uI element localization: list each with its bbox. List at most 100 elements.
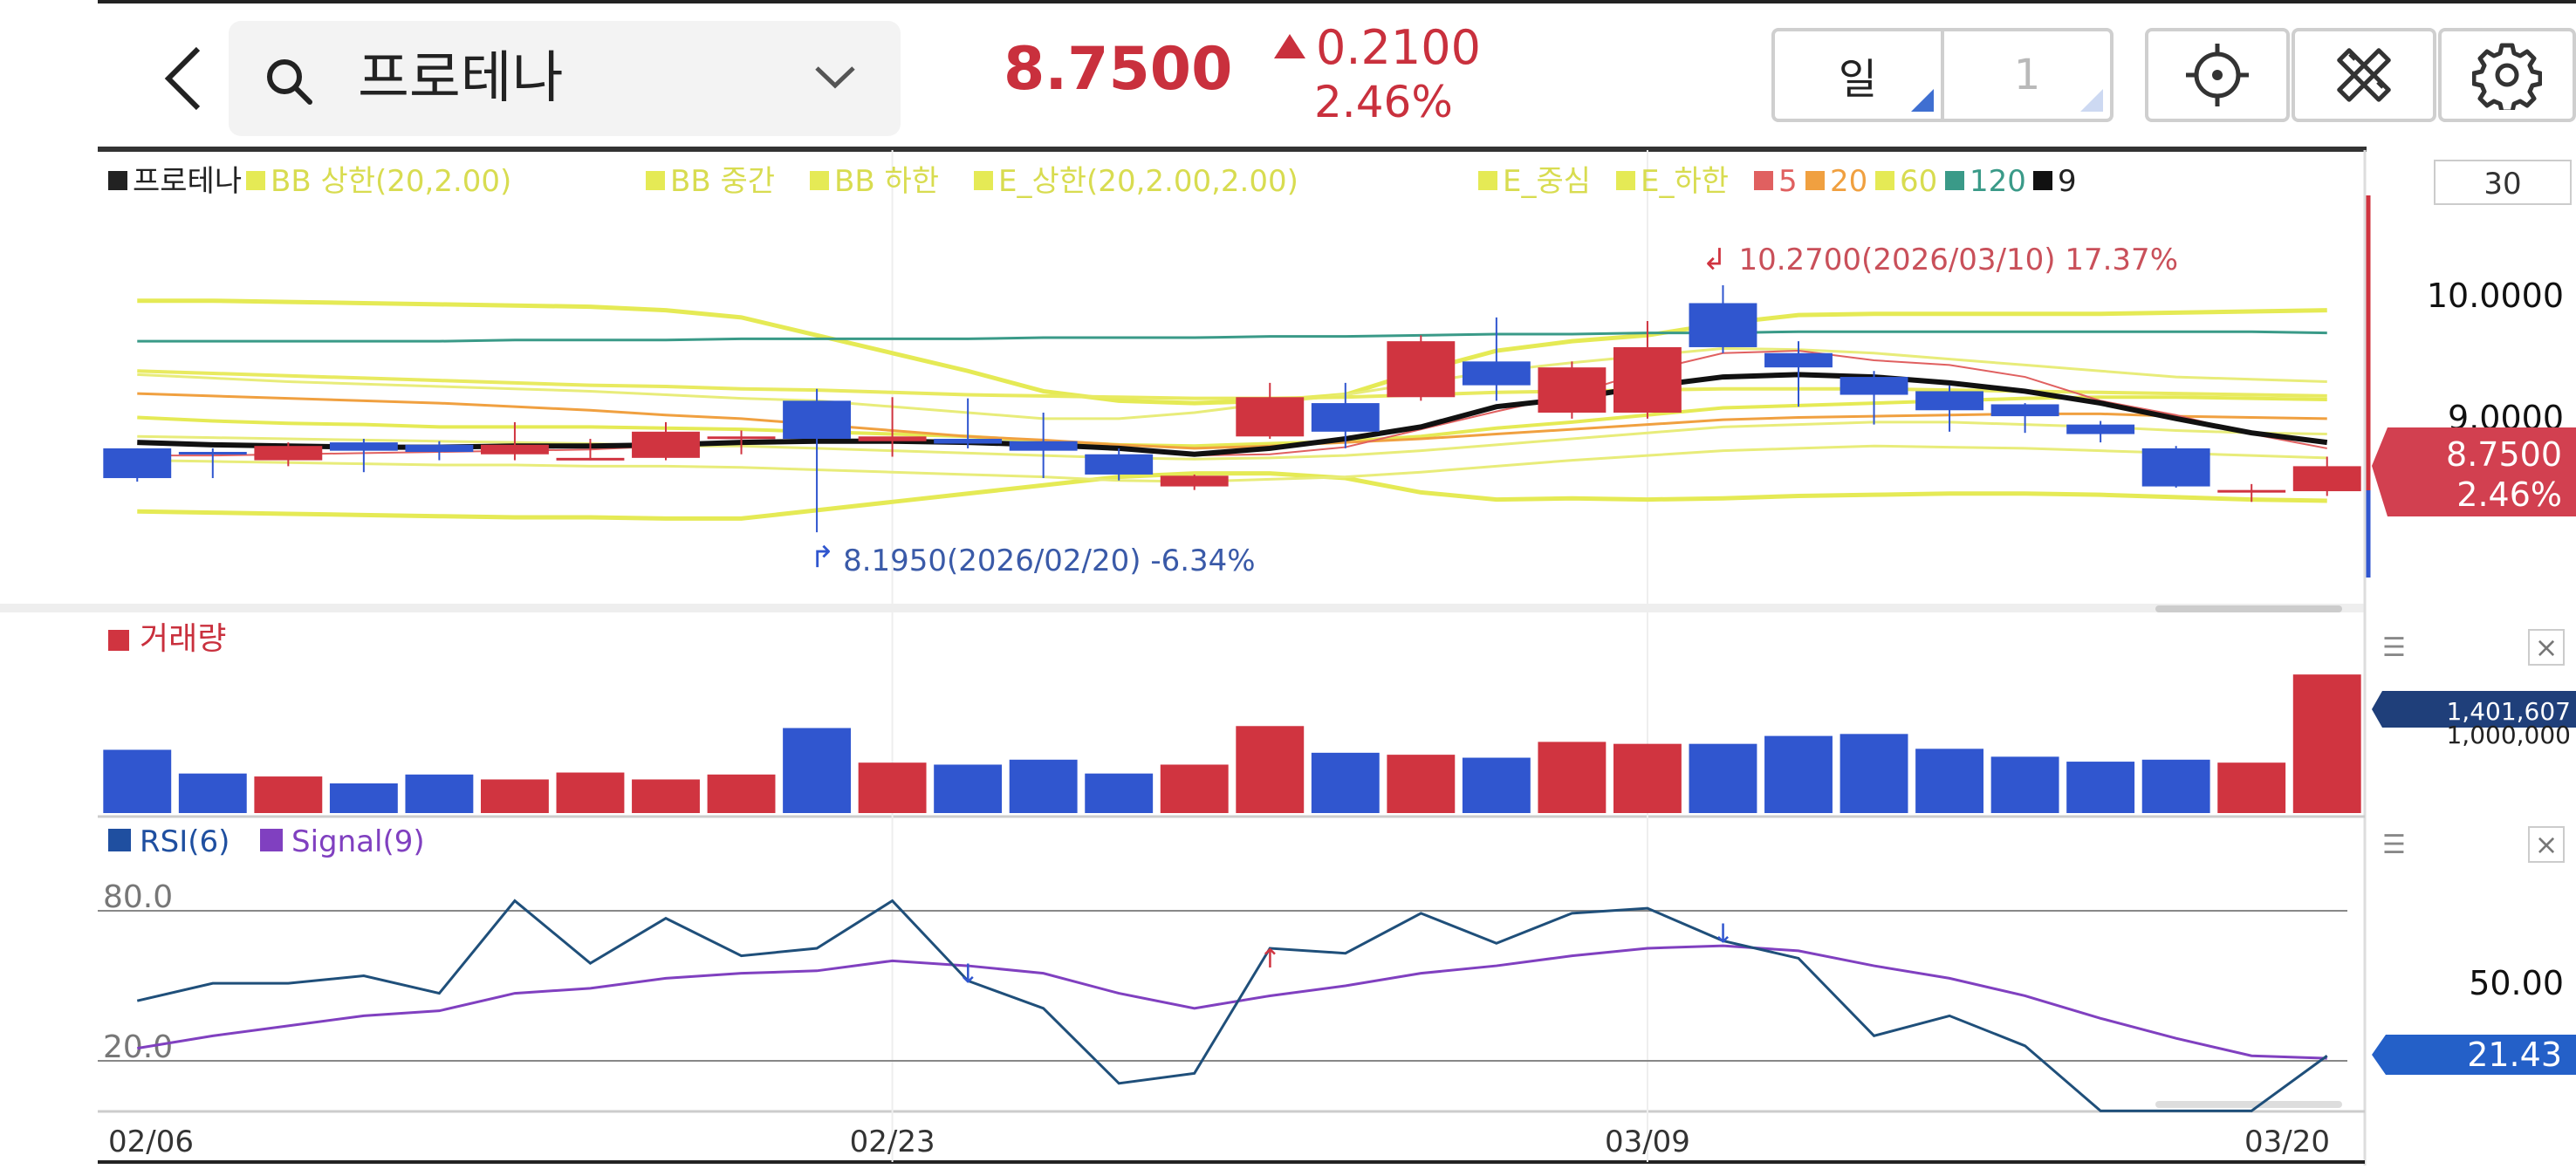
candle-body bbox=[178, 452, 247, 455]
legend-label: 9 bbox=[2058, 164, 2077, 199]
legend-label: 20 bbox=[1830, 164, 1867, 199]
candle-body bbox=[707, 436, 776, 440]
overlay-line-bb-lower bbox=[137, 471, 2327, 521]
volume-bar bbox=[1840, 734, 1908, 813]
change-value: 0.2100 bbox=[1316, 20, 1481, 75]
x-axis-label: 03/20 bbox=[2244, 1125, 2330, 1159]
period-value-label: 1 bbox=[2013, 51, 2041, 99]
volume-legend-swatch bbox=[108, 630, 129, 651]
up-triangle-icon bbox=[1274, 34, 1305, 58]
candle-body bbox=[405, 444, 474, 453]
ruler-pencil-icon bbox=[2337, 48, 2391, 102]
menu-icon: ☰ bbox=[2382, 830, 2406, 860]
period-selector[interactable]: 일 1 bbox=[1771, 28, 2114, 122]
rsi-current-value: 21.43 bbox=[2467, 1036, 2562, 1074]
volume-bar bbox=[405, 774, 474, 813]
price-change: 0.2100 2.46% bbox=[1274, 20, 1481, 127]
gear-icon bbox=[2472, 43, 2542, 110]
current-price-tag-pct: 2.46% bbox=[2456, 475, 2562, 514]
high-arrow: ↲ bbox=[1702, 243, 1727, 277]
low-annotation: 8.1950(2026/02/20) -6.34% bbox=[843, 543, 1256, 578]
legend-label: BB 상한(20,2.00) bbox=[271, 164, 511, 199]
volume-bar bbox=[1990, 756, 2059, 813]
legend-label: 5 bbox=[1778, 164, 1798, 199]
legend-swatch bbox=[1945, 171, 1964, 190]
candle-body bbox=[1387, 341, 1456, 398]
crosshair-button[interactable] bbox=[2145, 28, 2290, 122]
legend-label: 프로테나 bbox=[133, 164, 242, 199]
volume-bar bbox=[858, 762, 927, 813]
stock-name: 프로테나 bbox=[358, 46, 564, 111]
volume-bar bbox=[1085, 773, 1154, 813]
overlay-line-env-center bbox=[137, 420, 2327, 461]
back-button[interactable] bbox=[153, 35, 214, 122]
volume-bar bbox=[2141, 759, 2210, 813]
legend-swatch bbox=[2033, 171, 2052, 190]
candle-body bbox=[783, 400, 852, 440]
overlay-line-env-upper bbox=[137, 346, 2327, 420]
legend-label: BB 하한 bbox=[834, 164, 939, 199]
volume-bar bbox=[178, 773, 247, 813]
legend-swatch bbox=[246, 171, 265, 190]
rsi-current-tag bbox=[2372, 1035, 2576, 1075]
rsi-tick: 50.00 bbox=[2469, 964, 2564, 1002]
volume-bar bbox=[1160, 764, 1229, 813]
legend-swatch bbox=[1754, 171, 1773, 190]
sell-signal-marker: ↓ bbox=[957, 959, 979, 989]
rsi-level-80-label: 80.0 bbox=[103, 879, 173, 915]
candle-body bbox=[1462, 361, 1531, 386]
sell-signal-marker: ↓ bbox=[1712, 919, 1734, 949]
candle-body bbox=[632, 431, 700, 458]
legend-swatch bbox=[1616, 171, 1635, 190]
low-arrow: ↱ bbox=[810, 540, 835, 575]
overlay-line-ma20 bbox=[137, 392, 2327, 450]
stock-search-box[interactable]: 프로테나 bbox=[229, 21, 901, 136]
scrollbar-thumb bbox=[2155, 605, 2342, 612]
close-icon-glyph: × bbox=[2535, 828, 2559, 861]
legend-swatch bbox=[1478, 171, 1497, 190]
candle-body bbox=[556, 457, 625, 461]
overlay-line-ma120 bbox=[137, 330, 2327, 343]
scrollbar-thumb bbox=[2155, 1101, 2342, 1108]
legend-label: E_중심 bbox=[1503, 164, 1591, 199]
rsi-legend-label: RSI(6) bbox=[140, 824, 230, 859]
legend-label: 120 bbox=[1970, 164, 2026, 199]
volume-bar bbox=[2217, 762, 2286, 813]
candle-body bbox=[1764, 352, 1833, 368]
candle-body bbox=[1311, 403, 1380, 432]
legend-swatch bbox=[1805, 171, 1825, 190]
legend-label: 60 bbox=[1900, 164, 1937, 199]
legend-swatch bbox=[646, 171, 665, 190]
volume-bar bbox=[103, 749, 172, 813]
panel-separator bbox=[0, 604, 2365, 612]
x-axis-label: 02/06 bbox=[108, 1125, 194, 1159]
volume-bar bbox=[1689, 743, 1757, 813]
drawing-tools-button[interactable] bbox=[2292, 28, 2436, 122]
signal-line bbox=[137, 944, 2327, 1060]
candle-body bbox=[1009, 441, 1078, 451]
corner-triangle-icon bbox=[2080, 89, 2103, 112]
candle-body bbox=[858, 436, 927, 441]
x-axis-label: 03/09 bbox=[1605, 1125, 1690, 1159]
search-icon bbox=[267, 59, 312, 105]
rsi-legend-swatch bbox=[108, 829, 131, 851]
period-value-select[interactable]: 1 bbox=[1944, 31, 2110, 119]
volume-bar bbox=[2066, 762, 2135, 813]
rsi-legend-swatch bbox=[260, 829, 283, 851]
rsi-line bbox=[136, 899, 2328, 1112]
volume-bar bbox=[1462, 757, 1531, 813]
top-divider bbox=[98, 0, 2576, 3]
volume-bar bbox=[1387, 755, 1456, 813]
volume-bar bbox=[1538, 742, 1607, 813]
period-unit-select[interactable]: 일 bbox=[1775, 31, 1944, 119]
close-icon bbox=[2528, 826, 2565, 863]
stock-chart[interactable]: 프로테나 BB 상한(20,2.00) BB 중간 BB 하한 E_상한(20,2.00… bbox=[0, 150, 2576, 1166]
volume-bar bbox=[1764, 735, 1833, 813]
close-icon bbox=[2528, 629, 2565, 666]
volume-bar bbox=[1915, 749, 1984, 813]
volume-bar bbox=[556, 772, 625, 813]
x-axis-label: 02/23 bbox=[850, 1125, 935, 1159]
settings-button[interactable] bbox=[2438, 28, 2576, 122]
chart-area[interactable]: 프로테나 BB 상한(20,2.00) BB 중간 BB 하한 E_상한(20,2.00… bbox=[0, 150, 2576, 1166]
chevron-down-icon[interactable] bbox=[813, 63, 857, 89]
